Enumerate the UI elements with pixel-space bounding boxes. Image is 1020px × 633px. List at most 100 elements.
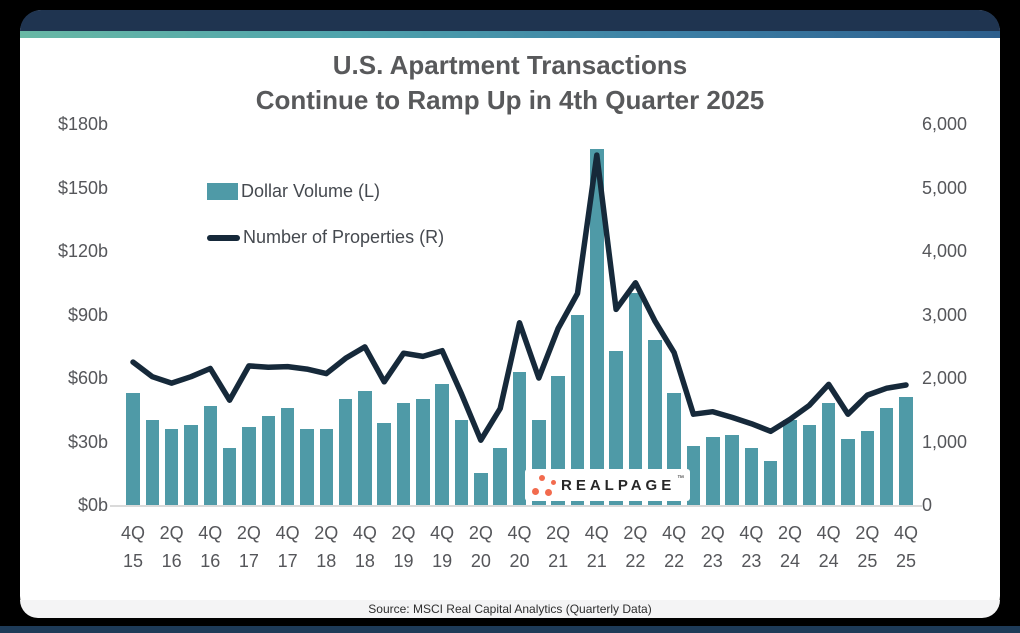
- volume-bar-4Q17: [280, 407, 295, 505]
- volume-bar-4Q15: [126, 392, 140, 505]
- volume-bar-3Q21: [570, 314, 585, 505]
- chart-title: U.S. Apartment Transactions Continue to …: [20, 48, 1000, 118]
- realpage-logo: REALPAGE ™: [525, 469, 690, 501]
- volume-bar-4Q21: [590, 149, 604, 505]
- left-axis-tick: $180b: [57, 114, 108, 134]
- x-axis-tick: 4Q 20: [507, 523, 532, 571]
- volume-bar-2Q19: [396, 403, 411, 505]
- left-axis-labels: $180b $150b $120b $90b $60b $30b $0b: [20, 114, 108, 515]
- source-note: Source: MSCI Real Capital Analytics (Qua…: [20, 600, 1000, 618]
- volume-bar-4Q18: [358, 390, 372, 505]
- left-axis-tick: $120b: [57, 241, 108, 261]
- header-bar: [20, 10, 1000, 31]
- x-axis-tick: 4Q 24: [816, 523, 841, 571]
- x-axis-tick: 2Q 16: [159, 523, 184, 571]
- legend-item-dollar-volume: Dollar Volume (L): [207, 178, 444, 205]
- right-axis-tick: 4,000: [922, 241, 968, 261]
- x-axis-tick: 2Q 19: [391, 523, 416, 571]
- logo-dot-icon: [551, 480, 556, 485]
- volume-bar-3Q16: [184, 424, 198, 505]
- volume-bar-4Q19: [435, 384, 449, 505]
- volume-bar-4Q24: [821, 403, 836, 505]
- x-axis-tick: 4Q 22: [662, 523, 687, 571]
- chart-card: U.S. Apartment Transactions Continue to …: [20, 10, 1000, 618]
- x-axis-line: [110, 505, 922, 507]
- x-axis-tick: 2Q 25: [855, 523, 880, 571]
- x-axis-tick: 2Q 22: [623, 523, 648, 571]
- x-axis-tick: 4Q 15: [120, 523, 145, 571]
- logo-dot-icon: [532, 488, 539, 495]
- volume-bar-3Q19: [416, 399, 430, 505]
- volume-bar-3Q18: [338, 399, 353, 505]
- volume-bar-3Q23: [725, 435, 739, 505]
- volume-bar-4Q23: [744, 447, 759, 505]
- x-axis-tick: 2Q 20: [468, 523, 493, 571]
- x-axis-tick: 4Q 23: [739, 523, 764, 571]
- x-axis-labels: 4Q 15 2Q 16 4Q 16 2Q 17 4Q 17 2Q 18 4Q 18 2Q 19 4Q 19 2Q 20…: [117, 519, 918, 583]
- legend-line-label: Number of Properties (R): [243, 227, 445, 247]
- x-axis-tick: 4Q 18: [352, 523, 377, 571]
- volume-bar-1Q19: [377, 422, 391, 505]
- right-axis-tick: 3,000: [922, 304, 968, 325]
- x-axis-tick: 4Q 19: [430, 523, 455, 571]
- x-axis-tick: 4Q 17: [275, 523, 300, 571]
- volume-bar-1Q25: [841, 439, 855, 505]
- volume-bar-1Q17: [222, 447, 237, 505]
- legend-item-number-of-properties: Number of Properties (R): [207, 224, 444, 251]
- volume-bar-3Q24: [802, 424, 817, 505]
- bottom-accent-strip: [0, 626, 1020, 633]
- x-axis-tick: 2Q 21: [546, 523, 571, 571]
- volume-bar-4Q25: [899, 397, 913, 505]
- right-axis-tick: 6,000: [922, 114, 968, 134]
- logo-dot-icon: [539, 475, 545, 481]
- volume-bar-1Q20: [454, 420, 469, 505]
- x-axis-tick: 2Q 24: [778, 523, 803, 571]
- properties-line-path: [130, 152, 909, 443]
- title-line-1: U.S. Apartment Transactions: [332, 50, 688, 80]
- left-axis-tick: $150b: [57, 177, 108, 198]
- legend: Dollar Volume (L) Number of Properties (…: [207, 178, 444, 251]
- left-axis-tick: $90b: [67, 304, 108, 325]
- volume-bar-3Q17: [261, 416, 276, 505]
- properties-line: [130, 152, 909, 443]
- logo-dot-icon: [545, 489, 552, 496]
- right-axis-tick: 0: [922, 495, 933, 515]
- volume-bar-2Q22: [628, 293, 643, 505]
- x-axis-tick: 2Q 17: [236, 523, 261, 571]
- logo-wordmark: REALPAGE: [561, 477, 676, 494]
- volume-bar-2Q17: [242, 426, 256, 505]
- x-axis-tick: 2Q 23: [700, 523, 725, 571]
- volume-bar-2Q23: [706, 437, 720, 505]
- x-axis-tick: 4Q 16: [198, 523, 223, 571]
- legend-bar-label: Dollar Volume (L): [241, 181, 381, 201]
- volume-bar-3Q22: [648, 339, 662, 505]
- accent-stripe: [20, 31, 1000, 38]
- volume-bar-1Q18: [300, 428, 314, 505]
- left-axis-tick: $60b: [67, 368, 108, 388]
- legend-line-swatch: [207, 234, 240, 241]
- x-axis-tick: 2Q 18: [314, 523, 339, 571]
- volume-bar-2Q16: [164, 428, 179, 505]
- x-axis-tick: 4Q 21: [584, 523, 609, 571]
- logo-trademark: ™: [677, 475, 684, 482]
- volume-bar-1Q22: [609, 350, 623, 505]
- right-axis-tick: 2,000: [922, 368, 968, 388]
- x-axis-tick: 4Q 25: [893, 523, 918, 571]
- volume-bar-2Q24: [783, 420, 797, 505]
- volume-bar-1Q16: [145, 420, 160, 505]
- volume-bar-1Q23: [686, 445, 701, 505]
- volume-bar-1Q24: [763, 460, 778, 505]
- left-axis-tick: $30b: [67, 431, 108, 452]
- volume-bar-2Q20: [474, 473, 488, 505]
- volume-bar-3Q20: [493, 447, 507, 505]
- title-line-2: Continue to Ramp Up in 4th Quarter 2025: [255, 85, 765, 115]
- volume-bar-4Q20: [512, 371, 527, 505]
- left-axis-tick: $0b: [77, 495, 108, 515]
- legend-bar-swatch: [207, 183, 238, 200]
- volume-bar-2Q25: [860, 430, 875, 505]
- right-axis-labels: 6,000 5,000 4,000 3,000 2,000 1,000 0: [922, 114, 992, 515]
- right-axis-tick: 5,000: [922, 177, 968, 198]
- right-axis-tick: 1,000: [922, 431, 968, 452]
- volume-bar-2Q18: [319, 428, 333, 505]
